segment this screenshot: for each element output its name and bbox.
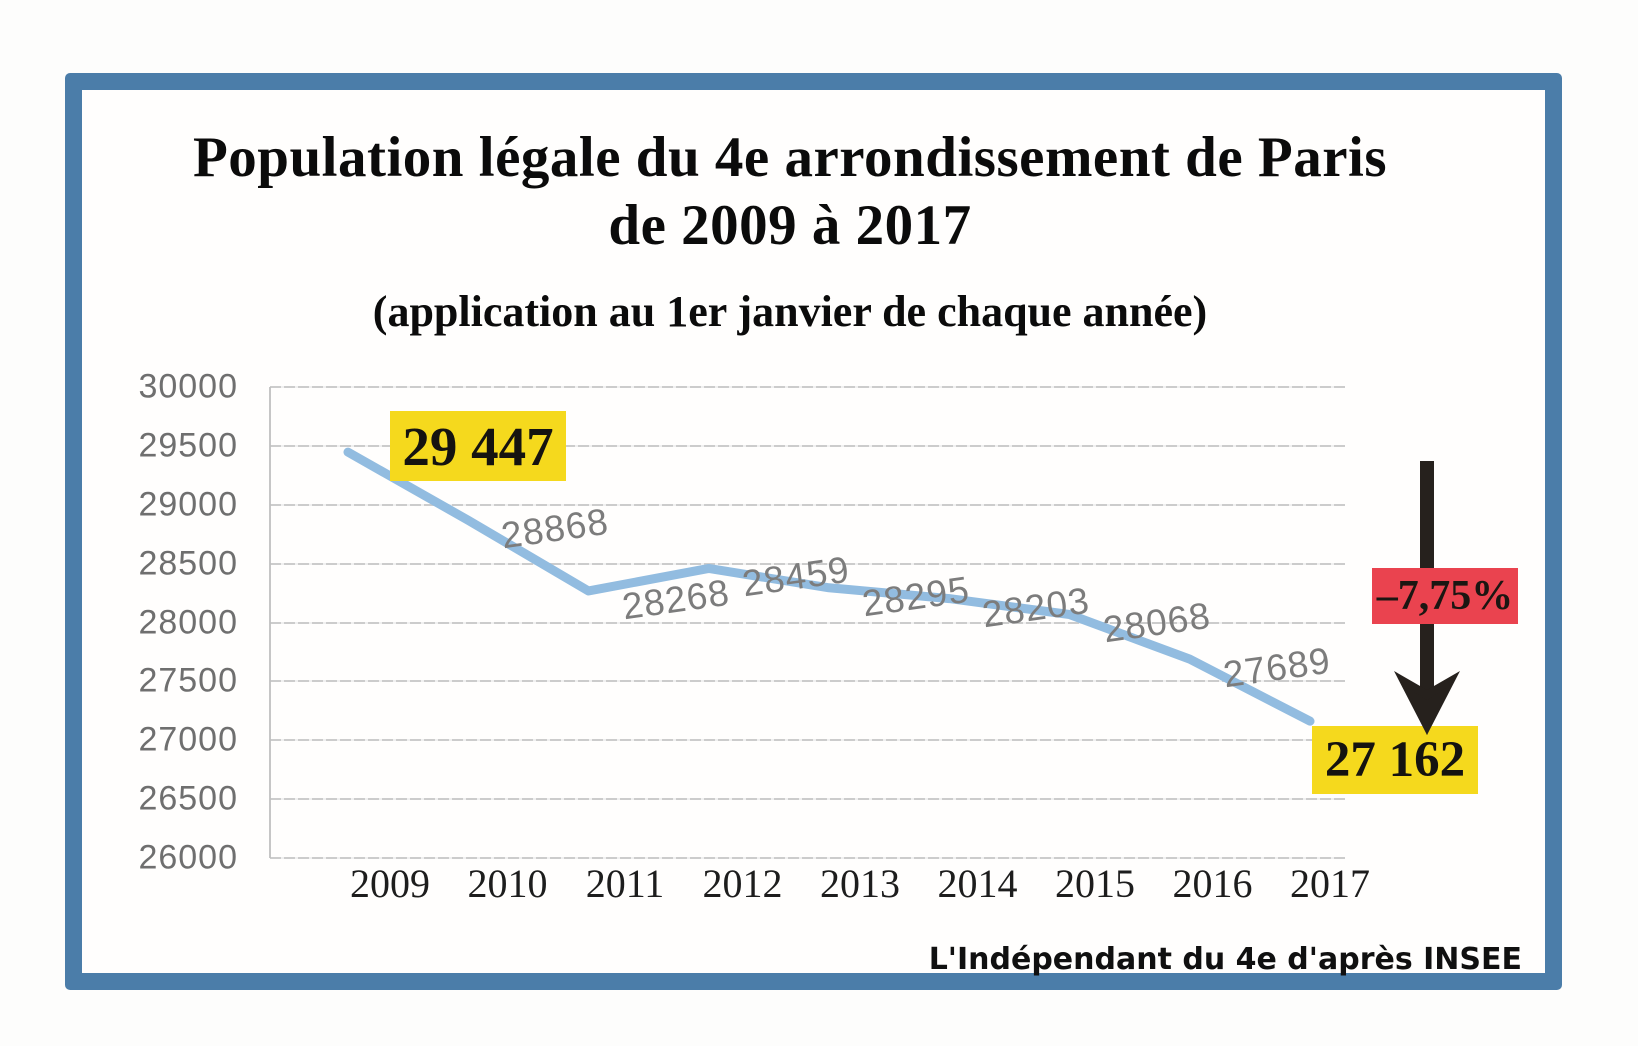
decline-percentage-label: –7,75% <box>1376 573 1514 619</box>
page-title-line1: Population légale du 4e arrondissement d… <box>192 126 1388 189</box>
title-block: Population légale du 4e arrondissement d… <box>60 124 1520 260</box>
decline-percentage-badge: –7,75% <box>1372 568 1518 624</box>
source-caption: L'Indépendant du 4e d'après INSEE <box>928 942 1522 977</box>
end-value-highlight: 27 162 <box>1312 726 1478 794</box>
start-value-highlight: 29 447 <box>390 411 566 481</box>
page-title-line2: de 2009 à 2017 <box>608 194 972 257</box>
start-value-label: 29 447 <box>402 415 554 477</box>
end-value-label: 27 162 <box>1324 732 1466 788</box>
chart-subtitle: (application au 1er janvier de chaque an… <box>372 287 1208 336</box>
